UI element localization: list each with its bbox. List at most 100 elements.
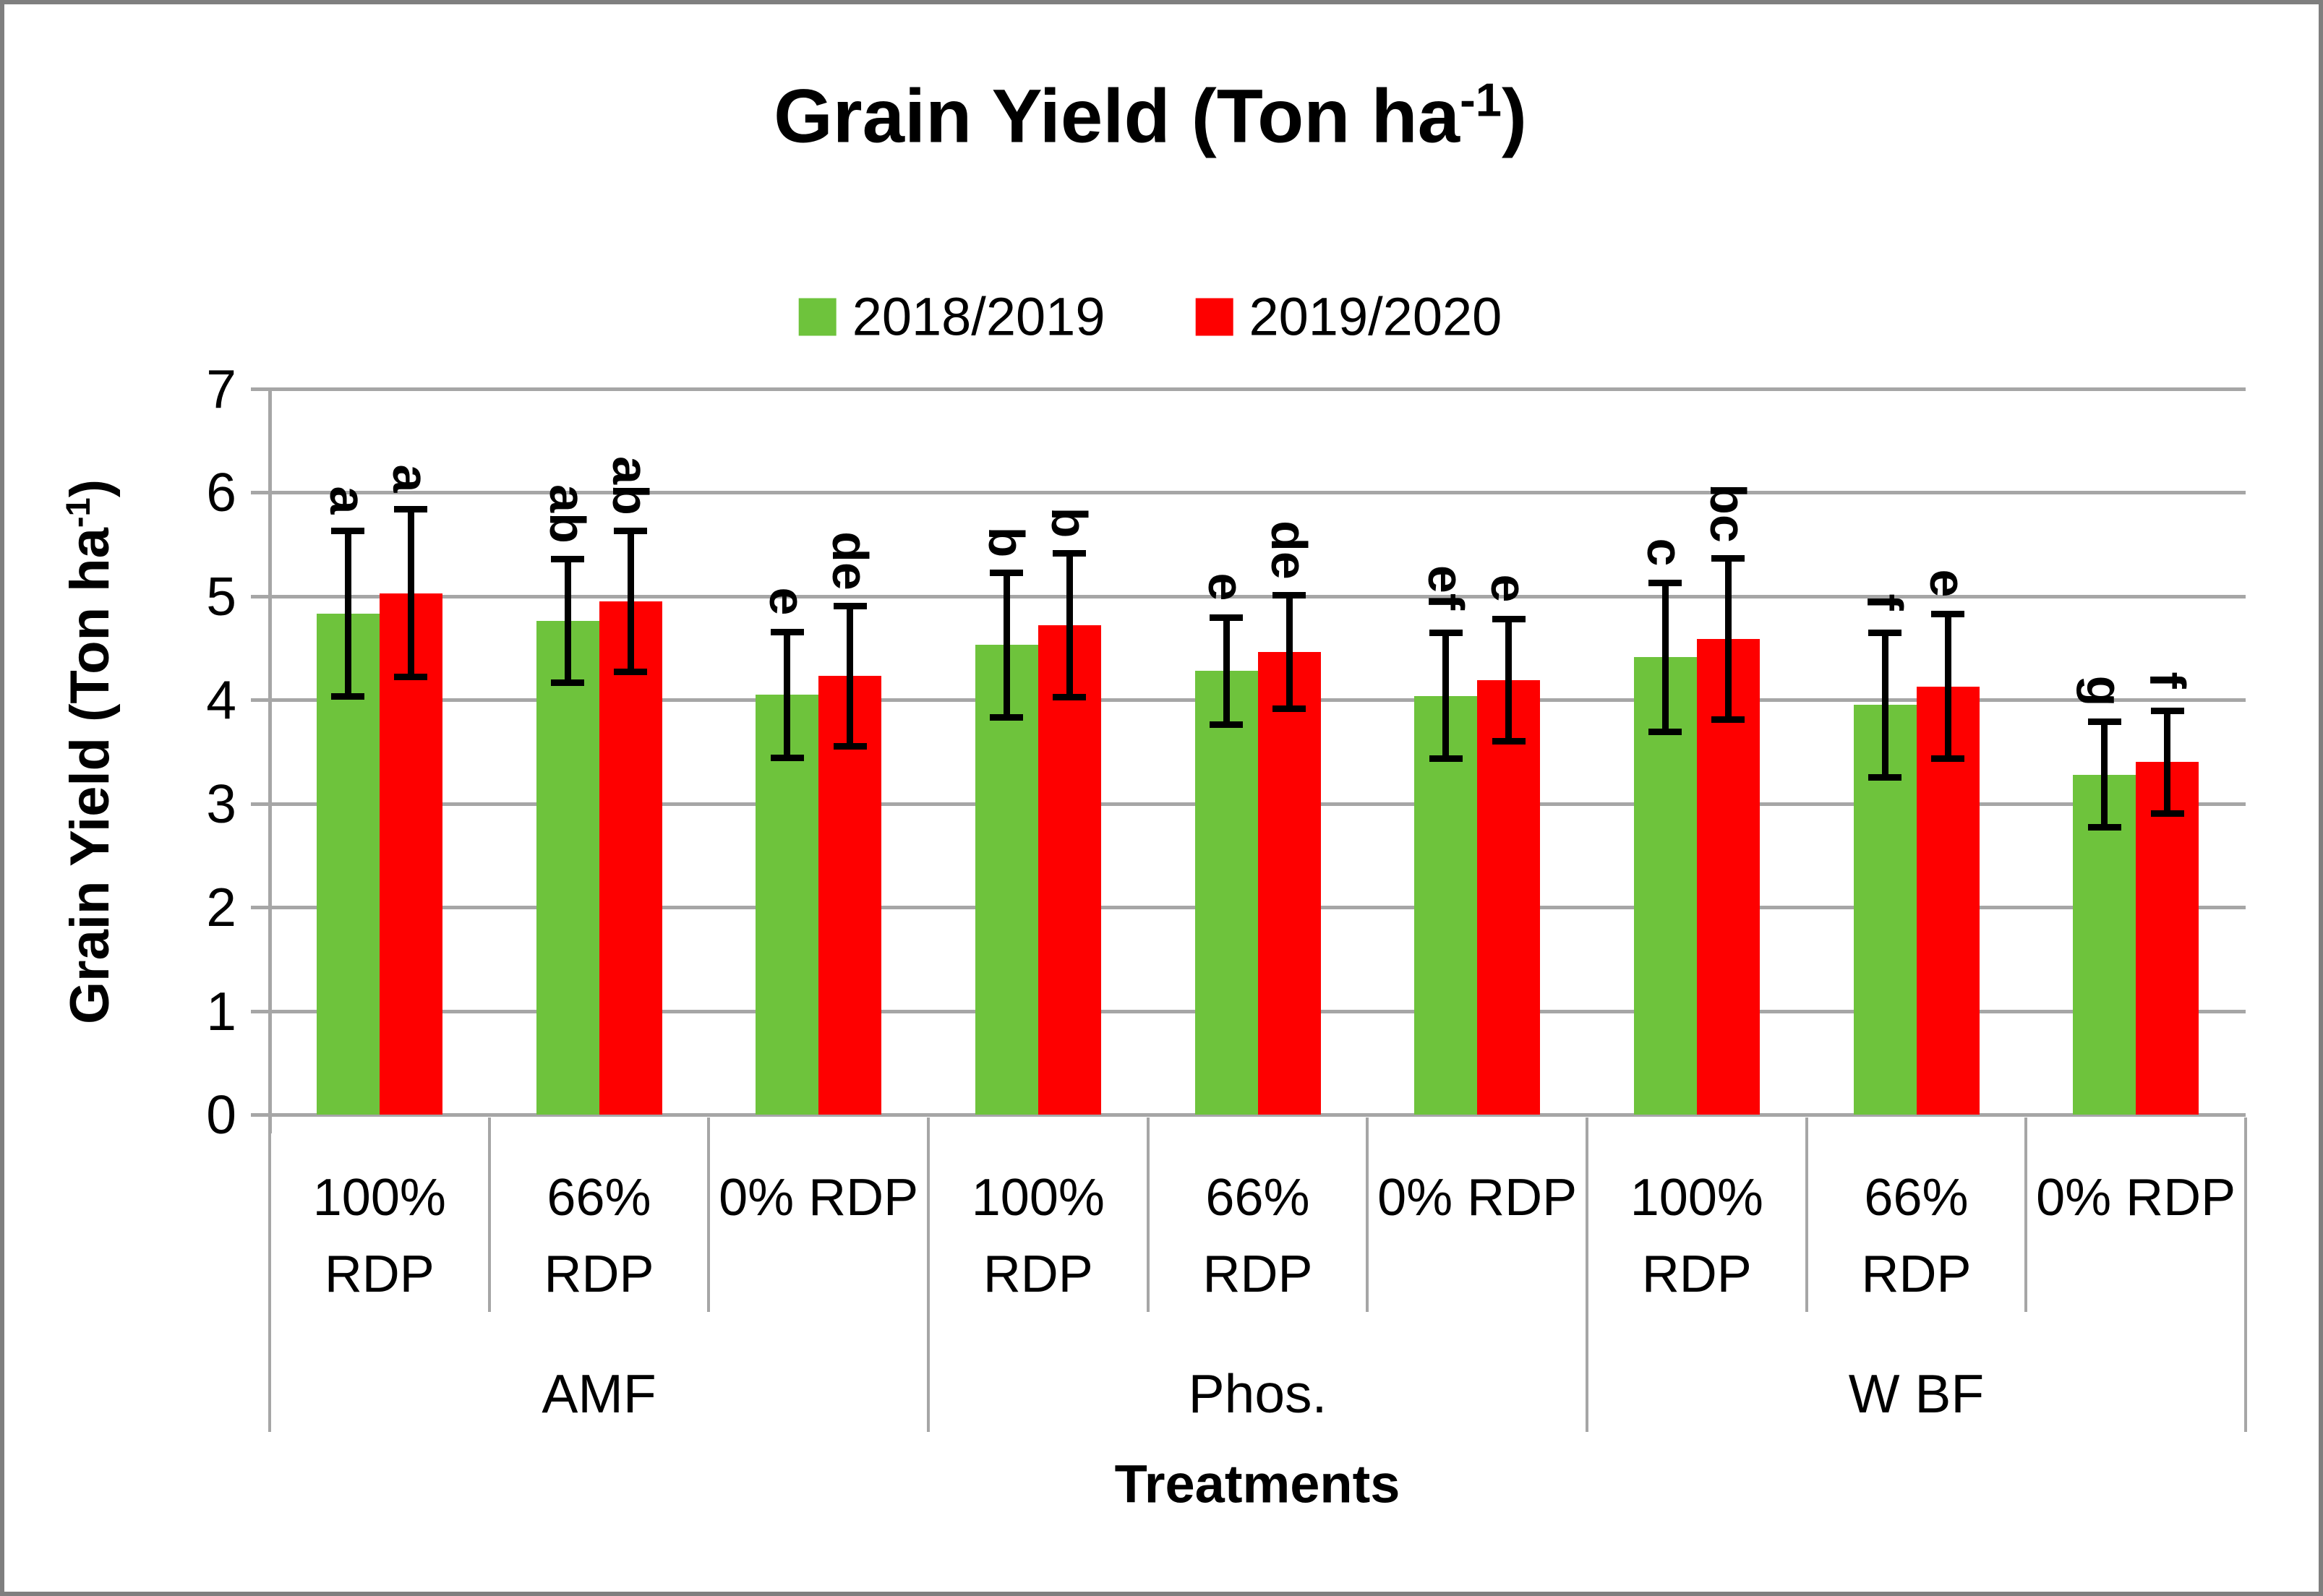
error-bar-cap-top (770, 628, 804, 635)
significance-letter: b (1041, 507, 1098, 538)
legend-item-2019-2020: 2019/2020 (1195, 286, 1502, 348)
error-bar-cap-bottom (551, 679, 584, 687)
error-bar-cap-bottom (1711, 716, 1745, 723)
error-bar-cap-top (1053, 549, 1087, 557)
x-axis-title: Treatments (1114, 1454, 1400, 1514)
x-group-label: Phos. (1188, 1363, 1327, 1424)
y-axis-title: Grain Yield (Ton ha-1) (58, 479, 121, 1024)
x-category-label: 100% RDP (1630, 1169, 1763, 1303)
y-axis-tick-label: 4 (206, 669, 236, 731)
error-bar (2101, 721, 2108, 828)
bar-2019/2020-66% RDP (1257, 652, 1321, 1115)
y-axis-title-close: ) (59, 479, 121, 498)
significance-letter: de (821, 531, 878, 591)
significance-letter: c (1637, 538, 1694, 567)
error-bar-cap-top (833, 602, 867, 609)
error-bar-cap-bottom (394, 673, 428, 680)
error-bar-cap-top (1868, 630, 1901, 637)
significance-letter: e (1920, 569, 1976, 598)
error-bar-cap-top (394, 506, 428, 513)
x-category-label: 100% RDP (312, 1169, 446, 1303)
x-category-label: 0% RDP (2036, 1169, 2236, 1227)
error-bar (2164, 710, 2171, 815)
error-bar (784, 631, 791, 758)
error-bar-cap-top (1210, 614, 1243, 621)
chart-title-superscript: -1 (1460, 73, 1502, 126)
significance-letter: e (758, 587, 816, 616)
legend-label: 2018/2019 (852, 286, 1105, 347)
block-separator-line (2244, 1117, 2247, 1432)
error-bar-cap-top (2087, 718, 2121, 726)
bar-2018/2019-0% RDP (1414, 695, 1478, 1115)
x-category-label: 0% RDP (1377, 1169, 1578, 1227)
error-bar-cap-bottom (1272, 705, 1306, 713)
legend-swatch-green (798, 298, 837, 335)
error-bar (1881, 632, 1888, 778)
gridline (251, 1113, 2246, 1117)
x-category-label: 66% RDP (1202, 1169, 1313, 1303)
error-bar (1223, 617, 1230, 725)
significance-letter: ef (1417, 565, 1474, 611)
y-axis-tick-label: 1 (206, 980, 236, 1042)
error-bar-cap-bottom (1648, 728, 1682, 735)
error-bar (1944, 614, 1951, 760)
significance-letter: ab (602, 456, 659, 516)
y-axis-tick-label: 5 (206, 565, 236, 627)
x-group-label: AMF (542, 1363, 656, 1424)
category-separator-line (1366, 1117, 1369, 1312)
gridline (251, 594, 2246, 598)
error-bar-cap-top (1429, 630, 1463, 637)
category-separator-line (707, 1117, 711, 1312)
category-separator-line (1805, 1117, 1808, 1312)
error-bar-cap-top (1931, 611, 1964, 618)
y-axis-tick-label: 3 (206, 773, 236, 834)
significance-letter: f (2139, 671, 2196, 689)
y-axis-title-superscript: -1 (58, 497, 97, 528)
error-bar-cap-top (331, 528, 365, 535)
error-bar-cap-bottom (990, 713, 1024, 721)
x-category-label: 0% RDP (719, 1169, 919, 1227)
x-group-label: W BF (1848, 1363, 1985, 1424)
x-category-label: 66% RDP (1861, 1169, 1972, 1303)
error-bar (1661, 583, 1669, 732)
bar-2019/2020-66% RDP (599, 601, 662, 1115)
x-category-label: 66% RDP (544, 1169, 654, 1303)
error-bar-cap-bottom (1492, 737, 1526, 745)
error-bar-cap-bottom (2087, 823, 2121, 831)
bar-2018/2019-0% RDP (2073, 774, 2136, 1115)
error-bar-cap-top (1272, 592, 1306, 599)
error-bar (1285, 595, 1293, 710)
x-category-label: 100% RDP (971, 1169, 1105, 1303)
significance-letter: a (320, 486, 377, 515)
error-bar-cap-top (551, 556, 584, 563)
category-separator-line (1146, 1117, 1150, 1312)
block-separator-line (268, 1117, 271, 1432)
error-bar-cap-bottom (770, 754, 804, 761)
error-bar-cap-top (1492, 616, 1526, 623)
y-axis-line (268, 389, 272, 1133)
error-bar-cap-top (990, 569, 1024, 576)
error-bar-cap-bottom (614, 668, 647, 675)
error-bar (1003, 572, 1010, 718)
error-bar-cap-top (2150, 707, 2184, 714)
error-bar (1066, 552, 1073, 698)
error-bar (564, 559, 571, 684)
significance-letter: e (1480, 574, 1537, 603)
legend-swatch-red (1195, 298, 1233, 335)
bar-2018/2019-66% RDP (536, 621, 599, 1115)
y-axis-tick-label: 2 (206, 877, 236, 938)
bar-2018/2019-0% RDP (756, 695, 819, 1115)
error-bar-cap-bottom (2150, 810, 2184, 818)
bar-2018/2019-66% RDP (1194, 671, 1258, 1115)
significance-letter: f (1857, 593, 1913, 611)
significance-letter: de (1261, 520, 1317, 580)
y-axis-title-text: Grain Yield (Ton ha (59, 528, 121, 1025)
legend-label: 2019/2020 (1249, 286, 1502, 347)
legend-item-2018-2019: 2018/2019 (798, 286, 1105, 348)
block-separator-line (1586, 1117, 1588, 1432)
error-bar-cap-top (1648, 580, 1682, 587)
significance-letter: e (1198, 572, 1254, 601)
bar-2018/2019-100% RDP (975, 645, 1038, 1115)
error-bar-cap-bottom (1868, 773, 1901, 781)
